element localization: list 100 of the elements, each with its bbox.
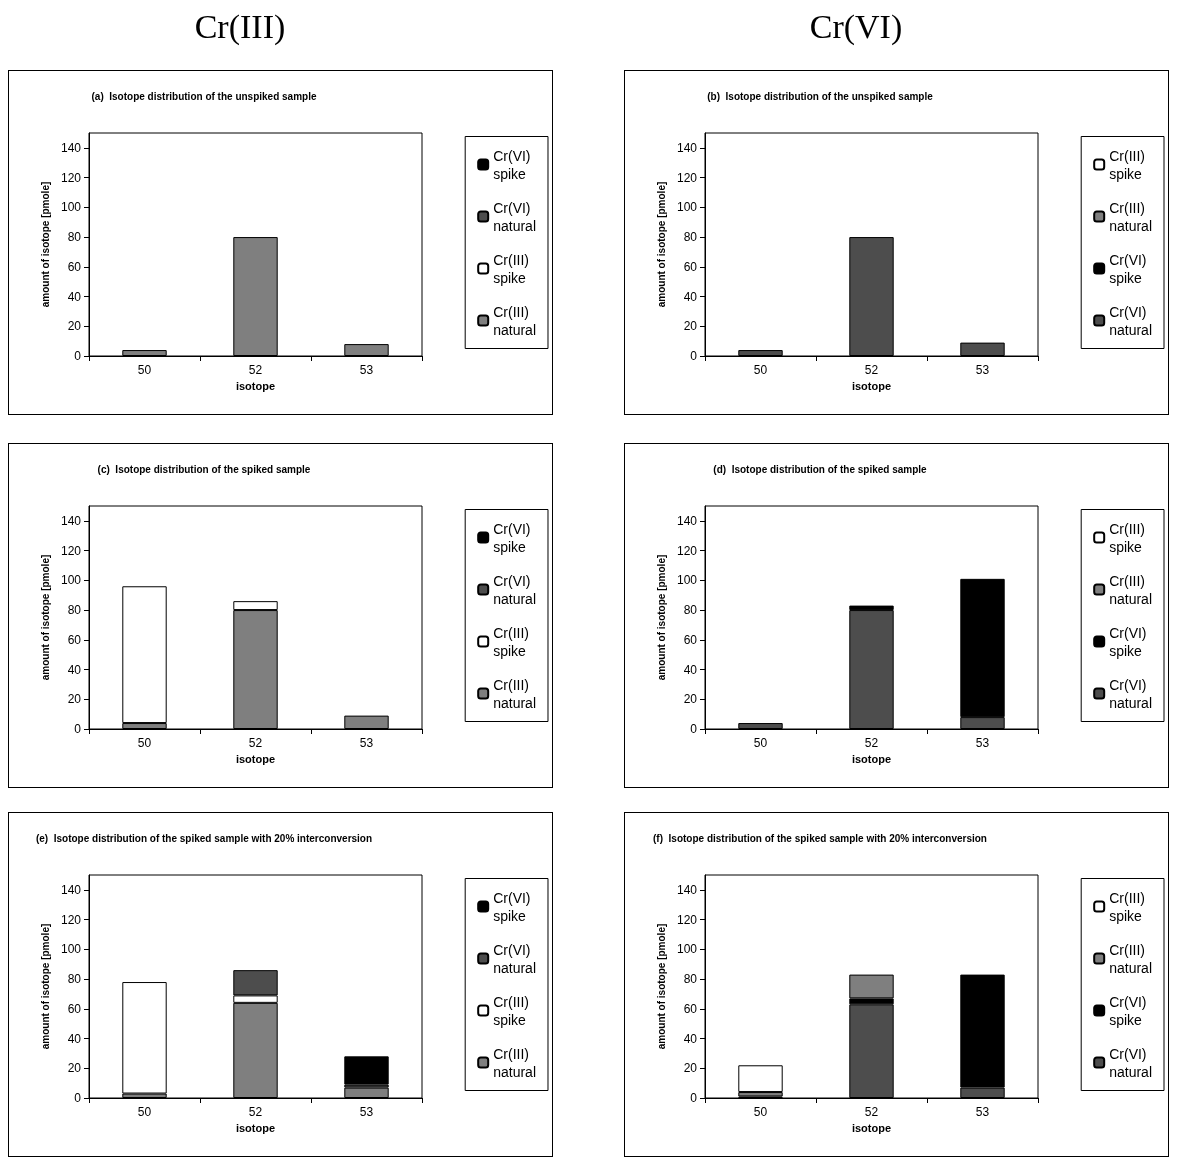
y-tick-label: 60: [67, 632, 82, 647]
x-axis-title: isotope: [235, 380, 276, 393]
y-tick-label: 80: [67, 230, 82, 245]
x-axis-title: isotope: [851, 380, 892, 393]
y-tick-label: 60: [683, 1001, 698, 1016]
x-tick-label: 52: [248, 1105, 263, 1119]
y-tick-label: 60: [683, 259, 698, 274]
legend-label: Cr(III) natural: [493, 1045, 537, 1080]
bar: [738, 1065, 783, 1093]
x-tick-label: 53: [359, 736, 374, 750]
y-tick-label: 100: [60, 942, 82, 957]
y-tick-label: 40: [683, 289, 698, 304]
y-tick-label: 120: [676, 170, 698, 185]
y-tick-label: 80: [67, 972, 82, 987]
y-tick-label: 20: [67, 319, 82, 334]
y-tick-label: 80: [683, 603, 698, 618]
y-tick-label: 0: [690, 349, 698, 363]
y-tick-label: 100: [676, 573, 698, 588]
y-tick-label: 140: [60, 882, 82, 897]
y-tick-label: 80: [67, 603, 82, 618]
x-tick-label: 50: [753, 736, 768, 750]
legend-label: Cr(III) spike: [1109, 147, 1145, 182]
y-tick-label: 140: [676, 140, 698, 155]
y-axis-title: amount of isotope [pmole]: [655, 554, 667, 681]
y-tick-label: 20: [683, 319, 698, 334]
y-tick-label: 60: [67, 259, 82, 274]
chart-title: (b) Isotope distribution of the unspiked sample: [707, 91, 934, 102]
y-tick-label: 40: [683, 1031, 698, 1046]
x-tick-label: 50: [137, 363, 152, 377]
x-tick-label: 52: [864, 363, 879, 377]
y-tick-label: 40: [683, 662, 698, 677]
y-tick-label: 80: [683, 230, 698, 245]
legend-label: Cr(VI) natural: [1109, 676, 1153, 711]
legend-label: Cr(VI) spike: [1109, 624, 1147, 659]
x-tick-label: 50: [753, 363, 768, 377]
x-tick-label: 52: [248, 736, 263, 750]
chart-title: (a) Isotope distribution of the unspiked sample: [91, 91, 317, 102]
legend-label: Cr(VI) natural: [1109, 1045, 1153, 1080]
y-tick-label: 140: [60, 140, 82, 155]
y-tick-label: 20: [67, 1061, 82, 1076]
y-tick-label: 40: [67, 662, 82, 677]
y-tick-label: 20: [683, 692, 698, 707]
legend-label: Cr(VI) spike: [493, 520, 531, 555]
legend-label: Cr(VI) spike: [493, 147, 531, 182]
legend-label: Cr(III) natural: [1109, 199, 1153, 234]
y-tick-label: 100: [676, 942, 698, 957]
text: Cr(III): [193, 8, 287, 46]
y-tick-label: 120: [676, 912, 698, 927]
y-tick-label: 140: [676, 882, 698, 897]
bar: [344, 1056, 389, 1085]
legend-label: Cr(VI) natural: [1109, 303, 1153, 338]
y-axis-title: amount of isotope [pmole]: [39, 923, 51, 1050]
legend-label: Cr(III) spike: [493, 251, 529, 286]
x-tick-label: 53: [975, 736, 990, 750]
y-tick-label: 120: [60, 170, 82, 185]
y-tick-label: 80: [683, 972, 698, 987]
y-axis-title: amount of isotope [pmole]: [655, 181, 667, 308]
legend-label: Cr(III) spike: [493, 624, 529, 659]
chart-title: (f) Isotope distribution of the spiked sample with 20% interconversion: [653, 833, 987, 844]
x-axis-title: isotope: [851, 1122, 892, 1135]
x-tick-label: 52: [248, 363, 263, 377]
y-tick-label: 120: [60, 543, 82, 558]
legend-label: Cr(III) natural: [1109, 572, 1153, 607]
chart-title: (c) Isotope distribution of the spiked sample: [97, 464, 311, 475]
y-tick-label: 0: [690, 722, 698, 736]
y-axis-title: amount of isotope [pmole]: [39, 554, 51, 681]
legend-label: Cr(III) natural: [493, 303, 537, 338]
y-tick-label: 20: [683, 1061, 698, 1076]
y-axis-title: amount of isotope [pmole]: [655, 923, 667, 1050]
x-tick-label: 50: [137, 736, 152, 750]
y-tick-label: 20: [67, 692, 82, 707]
legend-label: Cr(VI) natural: [493, 941, 537, 976]
y-tick-label: 140: [676, 513, 698, 528]
y-tick-label: 100: [60, 200, 82, 215]
x-axis-title: isotope: [235, 1122, 276, 1135]
y-tick-label: 120: [60, 912, 82, 927]
y-axis-title: amount of isotope [pmole]: [39, 181, 51, 308]
y-tick-label: 100: [676, 200, 698, 215]
x-tick-label: 52: [864, 736, 879, 750]
y-tick-label: 0: [690, 1091, 698, 1105]
x-tick-label: 53: [975, 1105, 990, 1119]
legend-label: Cr(III) natural: [1109, 941, 1153, 976]
y-tick-label: 60: [67, 1001, 82, 1016]
text: Cr(VI): [808, 8, 904, 46]
y-tick-label: 40: [67, 289, 82, 304]
legend-label: Cr(VI) spike: [1109, 993, 1147, 1028]
x-tick-label: 53: [359, 363, 374, 377]
y-tick-label: 0: [74, 722, 82, 736]
legend-label: Cr(VI) natural: [493, 572, 537, 607]
bar: [122, 982, 167, 1094]
legend-label: Cr(VI) spike: [493, 889, 531, 924]
legend-label: Cr(VI) spike: [1109, 251, 1147, 286]
chart-title: (d) Isotope distribution of the spiked sample: [713, 464, 928, 475]
y-tick-label: 0: [74, 1091, 82, 1105]
y-tick-label: 0: [74, 349, 82, 363]
y-tick-label: 40: [67, 1031, 82, 1046]
y-tick-label: 60: [683, 632, 698, 647]
chart-title: (e) Isotope distribution of the spiked sample with 20% interconversion: [35, 833, 373, 844]
y-tick-label: 120: [676, 543, 698, 558]
x-tick-label: 50: [137, 1105, 152, 1119]
